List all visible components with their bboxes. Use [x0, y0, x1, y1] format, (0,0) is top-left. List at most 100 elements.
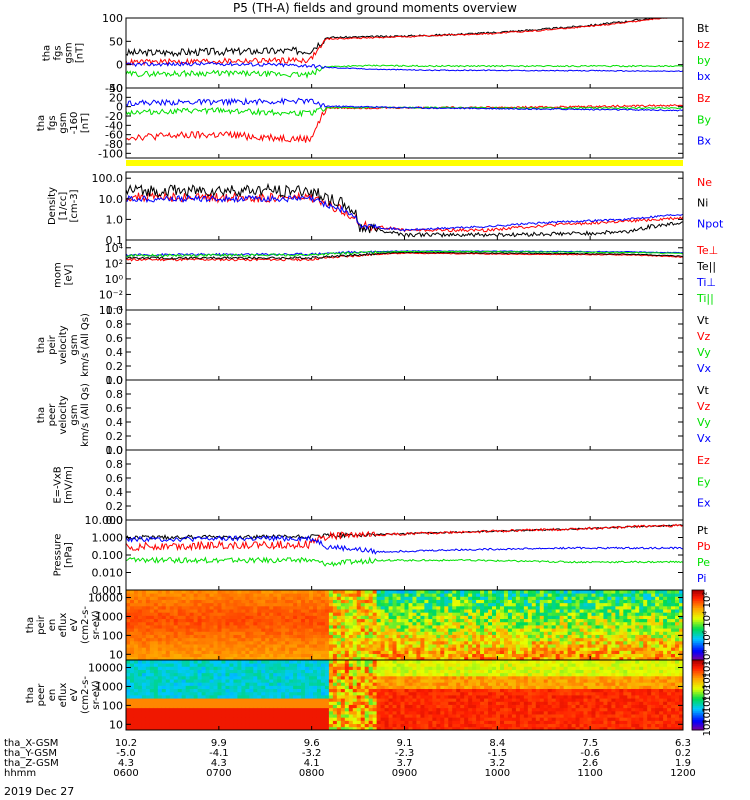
panel-10-cell: [372, 663, 378, 667]
panel-9-cell: [189, 653, 195, 658]
panel-10-cell: [253, 707, 258, 712]
panel-9-cell: [364, 609, 370, 613]
panel-9-cell: [320, 634, 326, 639]
panel-9-cell: [412, 615, 417, 620]
panel-9-cell: [507, 644, 513, 648]
panel-10-cell: [245, 675, 250, 680]
panel-10-cell: [396, 675, 401, 680]
panel-10-cell: [356, 720, 362, 725]
panel-10-cell: [221, 704, 226, 709]
panel-9-cell: [352, 653, 358, 658]
panel-10-cell: [249, 669, 254, 674]
panel-9-cell: [177, 647, 183, 651]
panel-10-cell: [400, 701, 405, 705]
panel-9-cell: [559, 625, 565, 629]
panel-9-cell: [627, 634, 632, 639]
panel-9-cell: [551, 596, 557, 600]
panel-10-cell: [197, 704, 202, 709]
panel-10-cell: [253, 679, 258, 683]
panel-9-cell: [380, 609, 386, 613]
panel-9-cell: [126, 593, 131, 597]
panel-9-cell: [297, 609, 302, 613]
panel-10-cell: [324, 720, 330, 725]
panel-9-cell: [547, 596, 553, 600]
panel-10-cell: [309, 698, 314, 702]
panel-9-cell: [404, 650, 409, 655]
panel-9-cell: [503, 656, 509, 661]
panel-9-cell: [639, 644, 644, 648]
panel-10-cell: [265, 710, 270, 715]
panel-9-cell: [376, 618, 382, 623]
panel-10-cell: [404, 682, 409, 686]
panel-9-cell: [269, 612, 274, 616]
panel-9-cell: [575, 596, 580, 600]
panel-9-cell: [217, 615, 222, 620]
panel-9-cell: [305, 621, 310, 626]
panel-9-cell: [432, 596, 437, 600]
panel-9-cell: [384, 631, 389, 635]
panel-9-cell: [165, 596, 171, 600]
panel-9-cell: [583, 625, 588, 629]
panel-9-cell: [249, 628, 254, 632]
panel-10-cell: [352, 675, 358, 680]
panel-10-cell: [340, 663, 346, 667]
panel-10-cell: [344, 682, 350, 686]
panel-9-cell: [364, 631, 370, 635]
panel-9-colorbar-cell: [692, 640, 704, 643]
panel-9-cell: [265, 602, 270, 607]
panel-9-cell: [583, 637, 588, 642]
panel-9-cell: [157, 618, 163, 623]
panel-9-cell: [432, 653, 437, 658]
panel-9-cell: [261, 612, 266, 616]
panel-10-cell: [261, 682, 266, 686]
panel-9-cell: [285, 637, 290, 642]
panel-10-cell: [197, 710, 202, 715]
panel-10-cell: [348, 720, 354, 725]
panel-10-cell: [221, 723, 226, 728]
panel-1-ylabel: gsm: [64, 42, 75, 63]
panel-9-cell: [324, 640, 330, 645]
panel-10-cell: [324, 672, 330, 677]
panel-9-cell: [225, 637, 230, 642]
panel-10-cell: [388, 688, 393, 693]
panel-10-cell: [404, 717, 409, 721]
panel-10-cell: [129, 714, 135, 718]
panel-10-cell: [297, 707, 302, 712]
panel-9-cell: [177, 637, 183, 642]
panel-9-cell: [129, 625, 135, 629]
panel-10-cell: [293, 688, 298, 693]
panel-9-cell: [185, 650, 191, 655]
panel-10-cell: [205, 701, 210, 705]
panel-9-cell: [320, 640, 326, 645]
panel-9-cell: [456, 590, 461, 594]
panel-9-cell: [126, 637, 131, 642]
panel-9-cell: [265, 634, 270, 639]
panel-9-cell: [603, 605, 608, 610]
panel-9-cell: [619, 593, 624, 597]
panel-10-cell: [344, 669, 350, 674]
panel-10-cell: [340, 717, 346, 721]
panel-9-cell: [436, 590, 441, 594]
panel-10-cell: [193, 698, 199, 702]
panel-9-cell: [332, 631, 338, 635]
panel-9-cell: [511, 618, 517, 623]
panel-10-cell: [209, 663, 214, 667]
panel-9-cell: [392, 609, 397, 613]
panel-9-cell: [635, 615, 640, 620]
panel-10-cell: [297, 701, 302, 705]
panel-9-cell: [309, 599, 314, 604]
panel-10-cell: [305, 726, 310, 731]
panel-9-cell: [627, 650, 632, 655]
panel-9-cell: [137, 609, 143, 613]
panel-9-cell: [316, 618, 322, 623]
panel-10-cell: [328, 688, 334, 693]
panel-9-cell: [575, 656, 580, 661]
panel-9-cell: [472, 637, 477, 642]
panel-10-cell: [153, 701, 159, 705]
panel-9-cell: [380, 653, 386, 658]
panel-9-cell: [241, 628, 246, 632]
panel-9-cell: [543, 634, 549, 639]
panel-9-cell: [380, 647, 386, 651]
panel-10-cell: [364, 723, 370, 728]
